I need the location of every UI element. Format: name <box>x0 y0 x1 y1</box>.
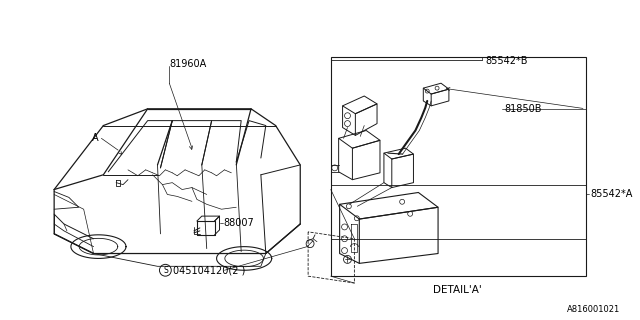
Text: 045104120(2 ): 045104120(2 ) <box>173 265 246 275</box>
Text: A816001021: A816001021 <box>567 305 620 314</box>
Text: 81960A: 81960A <box>170 59 207 68</box>
Text: 85542*B: 85542*B <box>485 56 528 66</box>
Text: 85542*A: 85542*A <box>591 189 633 199</box>
Text: 81850B: 81850B <box>504 104 541 114</box>
Text: A: A <box>92 133 99 143</box>
Text: S: S <box>163 266 168 275</box>
Text: 88007: 88007 <box>223 218 254 228</box>
Text: DETAIL'A': DETAIL'A' <box>433 285 482 295</box>
Bar <box>331 57 586 276</box>
